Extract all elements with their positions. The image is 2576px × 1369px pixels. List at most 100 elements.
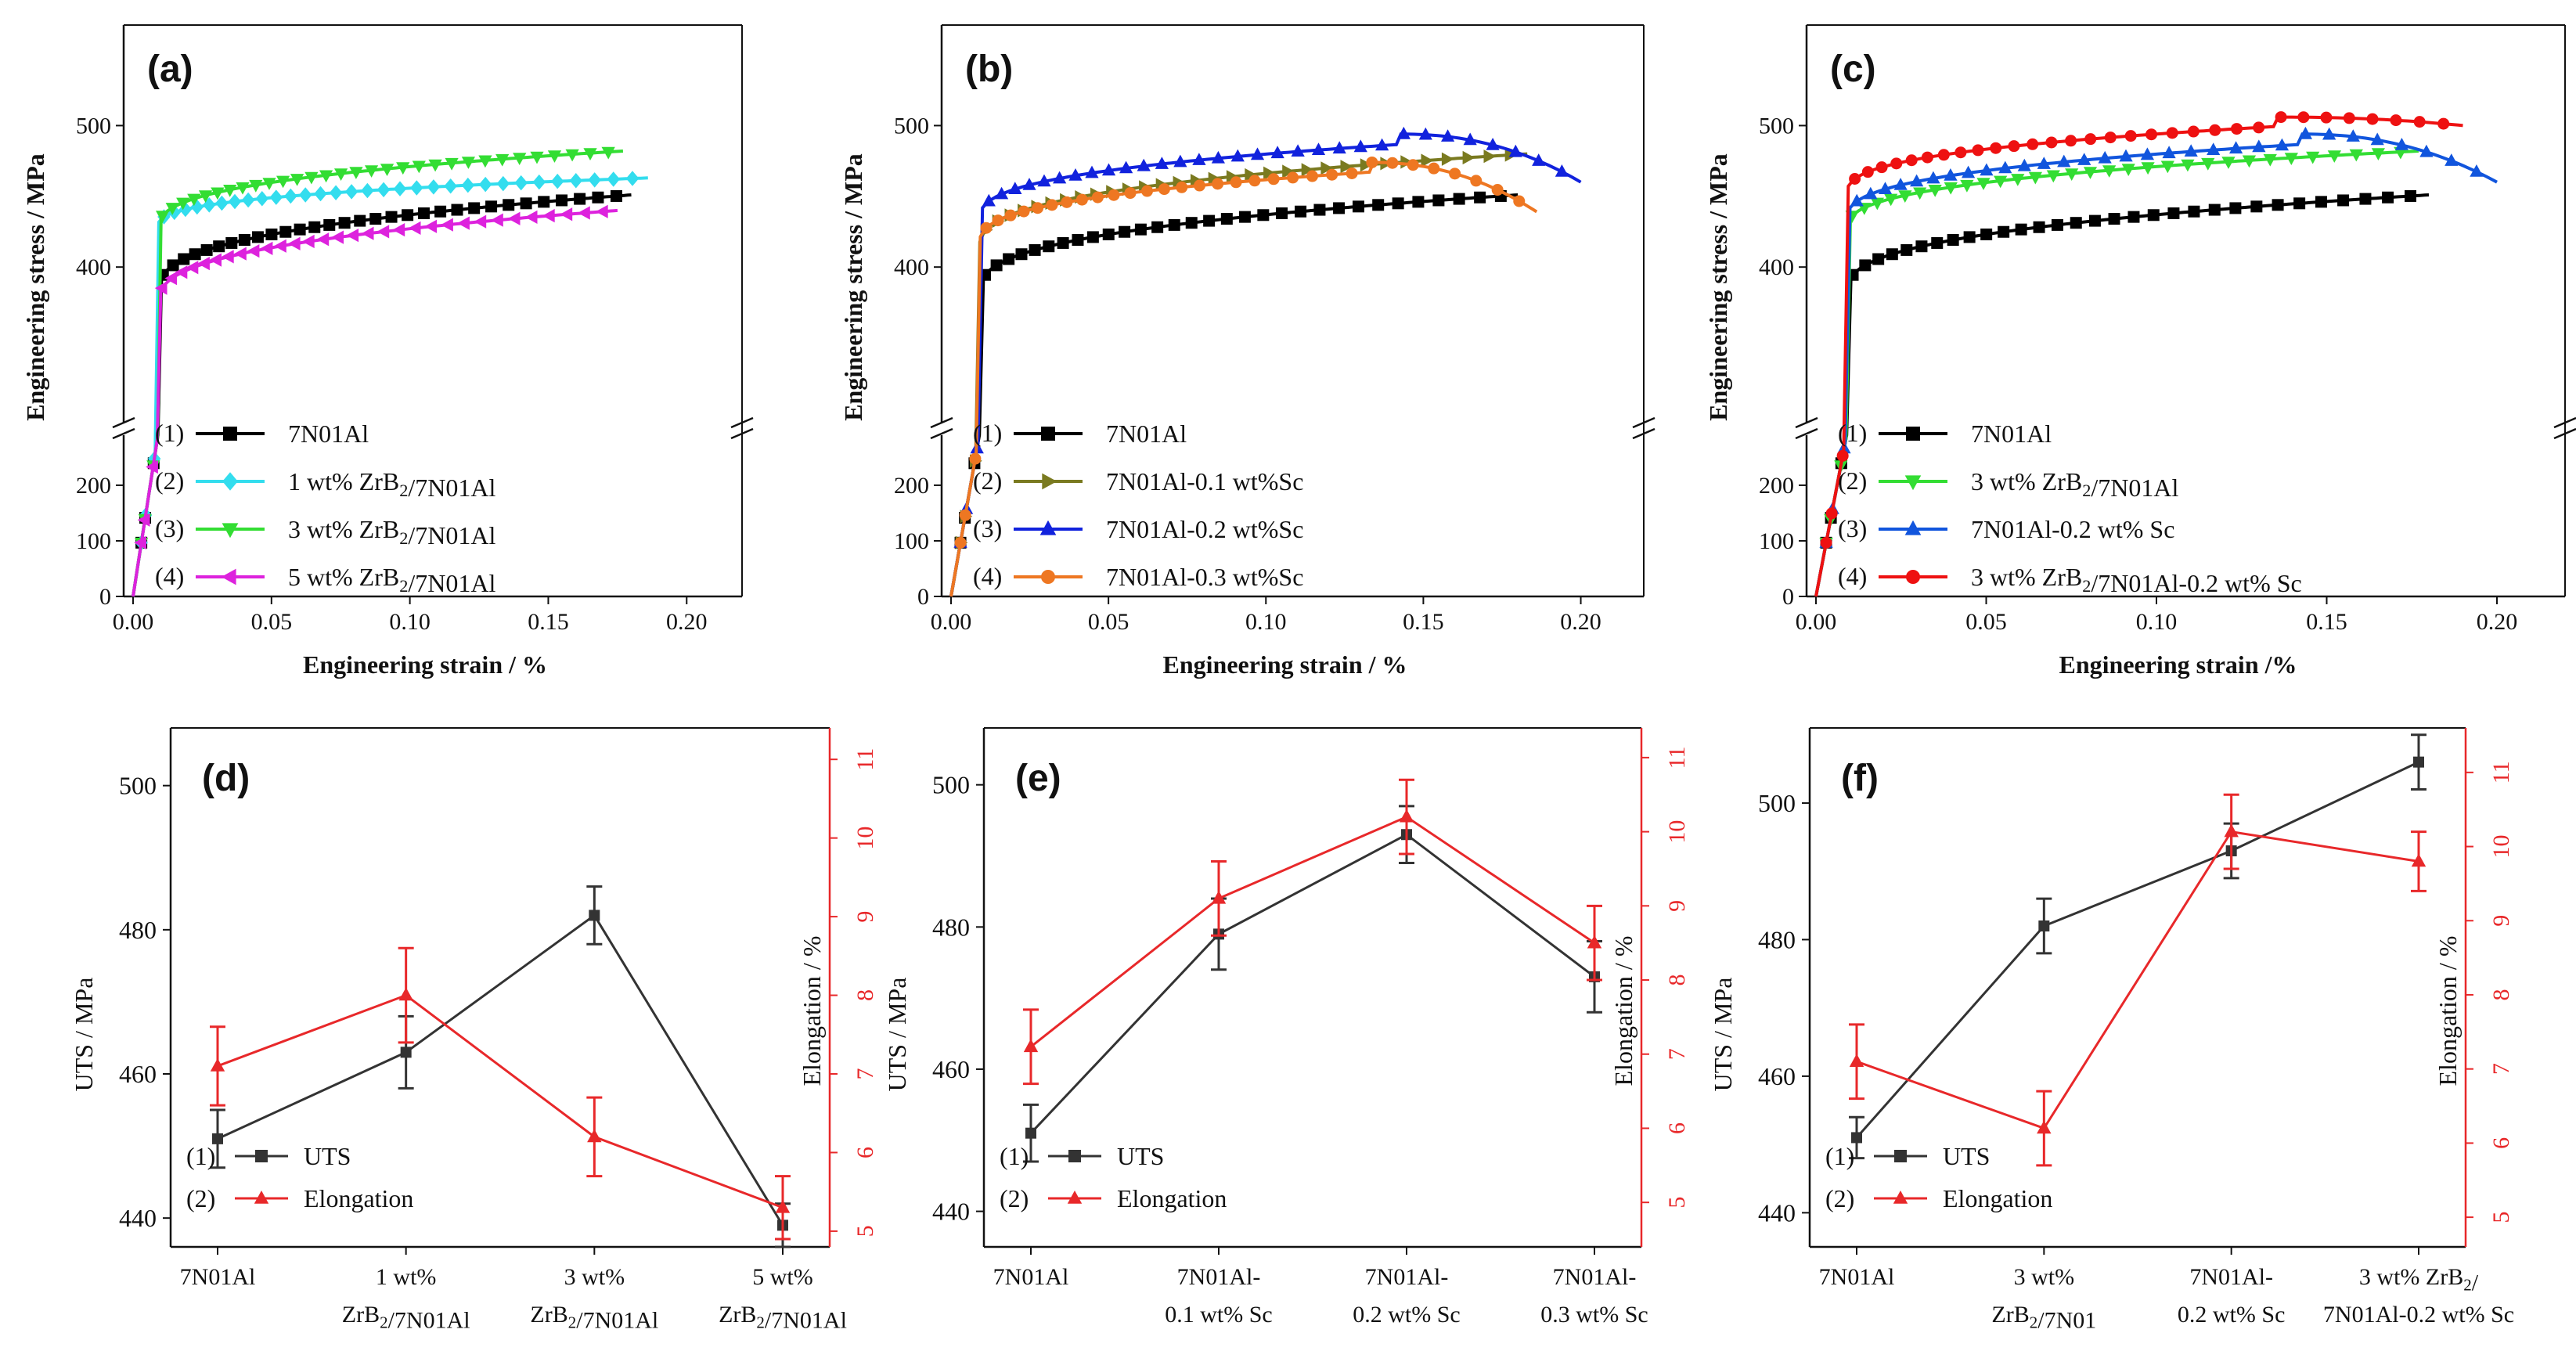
data-point <box>236 182 250 195</box>
legend-number: (1) <box>186 1142 215 1170</box>
curve-markers-1 <box>954 189 1507 549</box>
elongation-point <box>2037 1120 2052 1134</box>
data-point <box>1267 173 1280 186</box>
y2-axis-label: Elongation / % <box>1609 936 1637 1086</box>
data-point <box>2229 202 2242 214</box>
data-point <box>1193 179 1205 192</box>
y-tick-label: 100 <box>76 528 111 554</box>
data-point <box>255 191 268 207</box>
legend-label: 1 wt% ZrB2/7N01Al <box>288 467 496 502</box>
data-point <box>1861 166 1874 178</box>
data-point <box>2366 113 2379 125</box>
elongation-point <box>587 1129 602 1143</box>
y2-tick-label: 10 <box>852 827 878 850</box>
axis-break-left <box>930 416 953 440</box>
data-point <box>1346 167 1358 179</box>
data-point <box>1870 197 1884 211</box>
y-tick-label: 480 <box>932 913 970 941</box>
y-tick-label: 440 <box>1758 1198 1796 1227</box>
y-tick-label: 100 <box>1759 528 1794 554</box>
uts-point <box>212 1133 223 1144</box>
data-point <box>2343 112 2355 124</box>
curve-markers-4 <box>134 204 608 549</box>
data-point <box>365 165 379 178</box>
legend-number: (2) <box>1838 467 1867 495</box>
data-point <box>1555 164 1569 177</box>
x-category-label: 3 wt% ZrB2/ <box>2359 1264 2479 1296</box>
data-point <box>338 217 351 229</box>
data-point <box>1372 199 1385 211</box>
y-tick-label: 500 <box>119 772 157 800</box>
data-point <box>1185 217 1198 229</box>
data-point <box>1513 195 1526 207</box>
panel-label: (d) <box>202 758 250 799</box>
panel-c: 0.00 0.05 0.10 0.15 0.20 0 100 200 400 500 Enginee… <box>1704 24 2576 679</box>
data-point <box>2221 157 2236 169</box>
x-category-label: 7N01Al- <box>1365 1264 1449 1290</box>
data-point <box>592 191 604 204</box>
legend-number: (2) <box>1000 1184 1029 1212</box>
uts-point <box>2038 920 2050 931</box>
x-tick-label: 0.05 <box>1965 609 2007 635</box>
data-point <box>385 211 398 223</box>
data-point <box>542 208 555 223</box>
data-point <box>1960 179 1974 193</box>
data-point <box>2008 140 2020 153</box>
data-point <box>249 179 263 193</box>
data-point <box>1276 207 1288 219</box>
legend-marker <box>1067 1191 1083 1204</box>
data-point <box>994 186 1009 200</box>
data-point <box>1287 171 1299 184</box>
data-point <box>146 459 158 474</box>
data-point <box>1825 507 1838 520</box>
legend-number: (2) <box>155 467 184 495</box>
data-point <box>369 213 382 225</box>
x-category-label: 3 wt% <box>564 1264 625 1290</box>
data-point <box>478 155 492 168</box>
data-point <box>1029 243 1041 256</box>
data-point <box>1250 147 1265 160</box>
data-point <box>213 240 225 253</box>
data-point <box>1119 160 1133 174</box>
elongation-point <box>210 1058 225 1072</box>
data-point <box>1407 159 1419 171</box>
data-point <box>1928 185 1942 197</box>
data-point <box>323 218 336 231</box>
data-point <box>1257 209 1270 222</box>
uts-line <box>1855 761 2419 1139</box>
x-category-label: 0.1 wt% Sc <box>1165 1302 1273 1328</box>
data-point <box>1226 170 1239 184</box>
x-tick-label: 0.20 <box>2477 609 2518 635</box>
data-point <box>1462 150 1475 165</box>
data-point <box>1937 149 1950 161</box>
data-point <box>583 148 597 160</box>
data-point <box>354 214 366 227</box>
data-point <box>478 176 492 193</box>
data-point <box>2046 170 2060 183</box>
data-point <box>301 234 315 249</box>
data-point <box>2121 164 2135 176</box>
data-point <box>2011 174 2025 186</box>
x-category-label: 0.3 wt% Sc <box>1540 1302 1648 1328</box>
legend-marker <box>223 427 237 441</box>
data-point <box>175 265 188 279</box>
x-tick-label: 0.15 <box>2306 609 2347 635</box>
data-point <box>1352 200 1364 213</box>
x-category-label: 7N01Al-0.2 wt% Sc <box>2323 1302 2514 1328</box>
data-point <box>1134 223 1147 236</box>
elongation-line <box>1856 830 2419 1130</box>
data-point <box>198 190 213 203</box>
data-point <box>992 214 1004 227</box>
data-point <box>2470 164 2484 177</box>
data-point <box>2065 135 2077 147</box>
axis-break-left <box>112 416 135 440</box>
y2-tick-label: 8 <box>852 989 878 1001</box>
data-point <box>284 188 297 204</box>
uts-point <box>400 1047 412 1058</box>
y-axis-label: Engineering stress / MPa <box>1704 153 1732 421</box>
data-point <box>396 162 410 175</box>
data-point <box>1893 178 1908 190</box>
data-point <box>1915 240 1928 253</box>
data-point <box>165 203 179 215</box>
elongation-point <box>1849 1054 1864 1067</box>
